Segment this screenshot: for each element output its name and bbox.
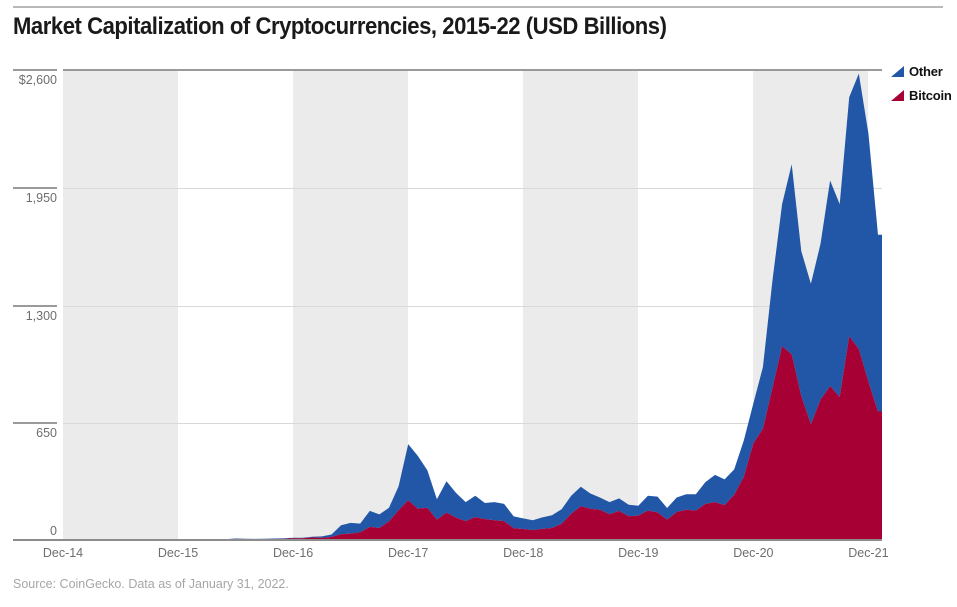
x-tick-label: Dec-21 (848, 546, 889, 560)
source-note: Source: CoinGecko. Data as of January 31… (13, 577, 289, 591)
legend-item-bitcoin: Bitcoin (891, 88, 952, 103)
y-tick-line (13, 69, 57, 71)
x-tick-label: Dec-20 (733, 546, 774, 560)
y-tick-line (13, 422, 57, 425)
plot-top-border (63, 69, 882, 71)
gridline (63, 187, 882, 189)
y-tick-label: 0 (50, 524, 57, 538)
y-tick-label: 1,950 (25, 190, 57, 205)
gridline (63, 423, 882, 425)
x-tick-label: Dec-17 (388, 546, 429, 560)
stacked-area-svg (63, 73, 882, 541)
bitcoin-area (63, 336, 882, 541)
x-tick-label: Dec-18 (503, 546, 544, 560)
x-tick-label: Dec-16 (272, 546, 314, 560)
bitcoin-triangle-icon (891, 90, 904, 101)
x-tick-label: Dec-14 (42, 546, 84, 560)
legend-label-bitcoin: Bitcoin (909, 88, 952, 103)
legend-item-other: Other (891, 64, 952, 79)
y-tick-label: 1,300 (25, 308, 57, 323)
y-tick-line (13, 186, 57, 189)
legend-label-other: Other (909, 64, 943, 79)
x-tick-label: Dec-15 (157, 546, 199, 560)
y-tick-label: $2,600 (18, 73, 57, 87)
gridline (63, 305, 882, 307)
x-tick-label: Dec-19 (618, 546, 659, 560)
x-axis-baseline (13, 539, 882, 541)
y-tick-line (13, 304, 57, 307)
y-tick-label: 650 (36, 426, 57, 441)
plot-area (63, 70, 882, 541)
other-triangle-icon (891, 66, 904, 77)
top-rule (13, 6, 943, 8)
chart-title: Market Capitalization of Cryptocurrencie… (13, 13, 667, 40)
legend: Other Bitcoin (891, 64, 952, 112)
